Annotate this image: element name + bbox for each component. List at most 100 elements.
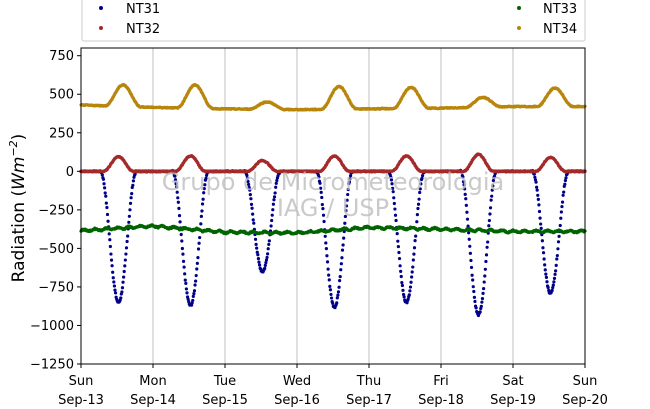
point-nt31 [536, 197, 540, 201]
point-nt31 [480, 297, 485, 301]
point-nt31 [399, 269, 403, 273]
point-nt31 [471, 285, 475, 289]
point-nt31 [538, 216, 542, 220]
point-nt31 [416, 202, 421, 206]
point-nt31 [537, 209, 542, 214]
point-nt31 [541, 246, 545, 250]
point-nt31 [489, 198, 493, 202]
point-nt31 [479, 304, 483, 308]
point-nt31 [474, 306, 478, 310]
point-nt31 [264, 258, 269, 262]
point-nt31 [535, 185, 539, 189]
y-tick-label: −500 [38, 242, 74, 257]
point-nt31 [394, 218, 398, 223]
point-nt31 [247, 182, 251, 187]
point-nt31 [480, 300, 484, 304]
point-nt31 [397, 256, 402, 261]
point-nt31 [534, 180, 538, 184]
x-tick-label-day: Thu [356, 374, 381, 389]
point-nt31 [343, 221, 347, 225]
point-nt31 [177, 206, 181, 210]
point-nt31 [464, 197, 468, 201]
point-nt31 [472, 295, 477, 299]
point-nt31 [106, 219, 110, 223]
point-nt31 [274, 185, 278, 189]
point-nt31 [325, 260, 330, 264]
point-nt31 [327, 278, 331, 282]
x-tick-label-date: Sep-16 [274, 393, 320, 408]
point-nt31 [245, 176, 250, 180]
vertical-gridlines [152, 48, 514, 364]
y-axis: 750 500 250 0 −250 −500 −750 −1000 −1250 [30, 49, 81, 373]
point-nt31 [468, 251, 472, 255]
point-nt31 [264, 261, 268, 265]
point-nt31 [123, 258, 127, 262]
point-nt31 [471, 278, 475, 282]
point-nt31 [487, 218, 491, 223]
point-nt31 [182, 265, 186, 269]
legend-label-nt31: NT31 [126, 2, 160, 17]
legend: NT31 NT32 NT33 NT34 [81, 0, 586, 42]
point-nt31 [338, 275, 342, 279]
point-nt31 [344, 208, 348, 213]
point-nt31 [560, 200, 565, 204]
point-nt31 [320, 195, 324, 200]
y-tick-label: 0 [66, 165, 74, 180]
point-nt31 [123, 264, 127, 268]
point-nt31 [465, 217, 470, 221]
point-nt31 [406, 297, 410, 301]
x-tick-label-day: Fri [433, 374, 449, 389]
y-tick-label: 250 [49, 126, 74, 141]
point-nt31 [420, 176, 424, 180]
point-nt31 [193, 283, 197, 287]
watermark-line-2: IAG / USP [277, 194, 389, 222]
point-nt31 [113, 288, 117, 292]
point-nt31 [555, 253, 559, 258]
point-nt31 [196, 247, 201, 251]
point-nt31 [120, 290, 124, 294]
point-nt31 [184, 281, 188, 285]
point-nt31 [257, 263, 262, 267]
point-nt31 [338, 279, 342, 283]
point-nt31 [253, 237, 258, 241]
point-nt31 [201, 197, 205, 201]
legend-marker-nt33 [517, 6, 521, 10]
point-nt31 [328, 288, 333, 292]
legend-item-nt33: NT33 [517, 2, 577, 17]
point-nt31 [327, 273, 331, 277]
point-nt31 [119, 296, 123, 300]
point-nt31 [397, 250, 401, 255]
point-nt31 [389, 175, 393, 180]
point-nt31 [470, 273, 474, 277]
y-tick-label: −1000 [30, 319, 74, 334]
point-nt31 [414, 234, 418, 238]
point-nt31 [269, 224, 273, 228]
point-nt31 [263, 266, 267, 270]
point-nt31 [124, 252, 128, 256]
point-nt31 [111, 270, 115, 274]
point-nt31 [396, 244, 400, 249]
point-nt31 [401, 288, 405, 292]
point-nt31 [204, 176, 208, 180]
point-nt31 [270, 218, 274, 223]
watermark: Grupo de Micrometeorologia IAG / USP [162, 168, 504, 222]
point-nt31 [410, 275, 414, 279]
point-nt31 [199, 222, 203, 226]
point-nt31 [270, 213, 274, 217]
point-nt31 [539, 222, 543, 226]
point-nt31 [267, 242, 271, 247]
point-nt31 [120, 286, 125, 290]
point-nt31 [198, 235, 202, 240]
point-nt31 [271, 208, 275, 212]
point-nt31 [325, 254, 329, 258]
point-nt31 [340, 248, 345, 252]
point-nt31 [563, 182, 567, 186]
point-nt31 [127, 220, 131, 224]
point-nt31 [176, 196, 180, 200]
point-nt31 [461, 175, 465, 179]
point-nt31 [174, 182, 178, 186]
point-nt31 [409, 280, 413, 284]
x-tick-label-day: Sat [502, 374, 523, 389]
point-nt31 [340, 256, 344, 260]
point-nt31 [415, 220, 419, 224]
